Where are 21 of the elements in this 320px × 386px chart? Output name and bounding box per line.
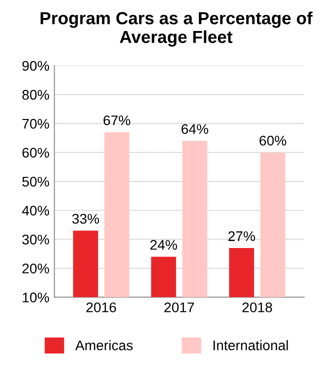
y-tick-label: 60% [22,148,50,158]
data-label: 24% [150,240,178,250]
y-tick-label: 50% [22,176,50,187]
y-tick-label: 30% [22,234,50,244]
y-tick-label: 10% [22,292,50,302]
data-label: 33% [72,214,100,224]
data-label: 67% [104,115,130,126]
data-label: 27% [228,231,256,242]
y-tick-label: 80% [22,90,50,100]
chart-title: Program Cars as a Percentage of Average Fleet [40,12,313,47]
y-tick-label: 70% [22,118,50,129]
x-tick-label: 2016 [86,302,116,312]
y-tick-label: 40% [22,206,50,216]
legend-label: Americas [75,340,133,350]
y-tick-label: 90% [22,60,50,71]
legend-label: International [214,340,288,350]
x-tick-label: 2017 [164,302,194,312]
data-label: 60% [260,136,286,146]
x-tick-label: 2018 [242,302,272,312]
y-tick-label: 20% [22,264,50,274]
data-label: 64% [182,124,208,134]
